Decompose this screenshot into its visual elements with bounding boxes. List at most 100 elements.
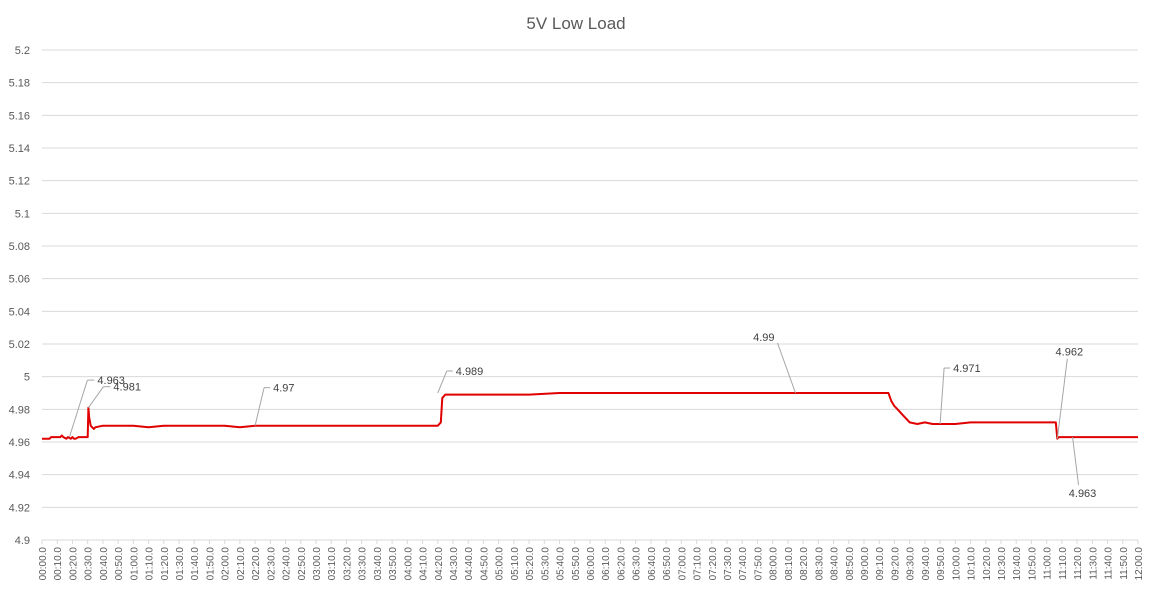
- y-tick-label: 4.98: [9, 404, 30, 416]
- y-tick-label: 4.92: [9, 502, 30, 514]
- y-tick-label: 5.18: [9, 78, 30, 90]
- y-axis-ticks: 4.9 4.92 4.94 4.96 4.98 5 5.02 5.04 5.06 5.08 5.1 5…: [9, 45, 30, 547]
- data-label: 4.99: [753, 332, 774, 344]
- x-tick-label: 09:40.0: [921, 547, 932, 581]
- x-tick-label: 07:20.0: [708, 547, 719, 581]
- data-label: 4.962: [1056, 347, 1084, 359]
- data-label: 4.981: [113, 382, 141, 394]
- x-tick-label: 09:30.0: [906, 547, 917, 581]
- x-tick-label: 05:00.0: [495, 547, 506, 581]
- x-tick-label: 10:40.0: [1012, 547, 1023, 581]
- y-tick-label: 5: [24, 372, 30, 384]
- series-line: [42, 392, 1138, 440]
- x-tick-label: 09:00.0: [860, 547, 871, 581]
- x-tick-label: 04:00.0: [403, 547, 414, 581]
- y-tick-label: 5.06: [9, 274, 30, 286]
- x-tick-label: 03:10.0: [327, 547, 338, 581]
- x-tick-label: 03:50.0: [388, 547, 399, 581]
- x-tick-label: 00:50.0: [114, 547, 125, 581]
- x-tick-label: 01:40.0: [190, 547, 201, 581]
- x-tick-label: 09:50.0: [936, 547, 947, 581]
- x-tick-label: 00:10.0: [53, 547, 64, 581]
- x-tick-label: 05:20.0: [525, 547, 536, 581]
- x-tick-label: 08:50.0: [845, 547, 856, 581]
- x-tick-label: 03:30.0: [358, 547, 369, 581]
- x-tick-label: 10:00.0: [951, 547, 962, 581]
- x-tick-label: 10:10.0: [967, 547, 978, 581]
- y-tick-label: 4.96: [9, 437, 30, 449]
- x-tick-label: 03:00.0: [312, 547, 323, 581]
- x-tick-label: 06:20.0: [616, 547, 627, 581]
- x-tick-label: 10:20.0: [982, 547, 993, 581]
- data-label-leader: [1072, 437, 1080, 486]
- x-tick-label: 06:40.0: [647, 547, 658, 581]
- chart-title: 5V Low Load: [526, 14, 625, 33]
- y-tick-label: 4.94: [9, 470, 30, 482]
- x-tick-label: 08:20.0: [799, 547, 810, 581]
- x-tick-label: 07:10.0: [693, 547, 704, 581]
- x-tick-label: 05:50.0: [571, 547, 582, 581]
- x-tick-label: 11:40.0: [1104, 547, 1115, 580]
- x-tick-label: 07:50.0: [753, 547, 764, 581]
- y-tick-label: 5.16: [9, 110, 30, 122]
- x-tick-label: 02:40.0: [282, 547, 293, 581]
- x-tick-label: 10:30.0: [997, 547, 1008, 581]
- x-tick-label: 01:10.0: [145, 547, 156, 581]
- x-tick-label: 05:10.0: [510, 547, 521, 581]
- x-tick-label: 00:20.0: [68, 547, 79, 581]
- x-tick-label: 02:50.0: [297, 547, 308, 581]
- data-label-leader: [437, 370, 448, 394]
- x-tick-label: 06:10.0: [601, 547, 612, 581]
- x-tick-label: 00:30.0: [84, 547, 95, 581]
- x-tick-label: 07:00.0: [677, 547, 688, 581]
- x-tick-label: 05:30.0: [540, 547, 551, 581]
- x-tick-label: 01:20.0: [160, 547, 171, 581]
- x-tick-label: 11:00.0: [1043, 547, 1054, 580]
- x-tick-label: 08:00.0: [769, 547, 780, 581]
- x-tick-label: 04:30.0: [449, 547, 460, 581]
- y-tick-label: 5.2: [15, 45, 30, 57]
- data-label-leader: [88, 386, 104, 408]
- x-tick-label: 01:50.0: [205, 547, 216, 581]
- x-tick-label: 04:50.0: [479, 547, 490, 581]
- data-label: 4.963: [97, 375, 125, 387]
- x-tick-label: 01:30.0: [175, 547, 186, 581]
- x-tick-label: 11:10.0: [1058, 547, 1069, 580]
- data-label-leader: [939, 367, 945, 425]
- data-label-leader: [254, 387, 265, 426]
- y-tick-label: 5.1: [15, 208, 30, 220]
- x-tick-label: 07:40.0: [738, 547, 749, 581]
- x-tick-label: 04:20.0: [434, 547, 445, 581]
- series-group: [42, 392, 1138, 440]
- x-tick-label: 04:40.0: [464, 547, 475, 581]
- x-tick-label: 02:30.0: [266, 547, 277, 581]
- x-tick-label: 12:00.0: [1134, 547, 1145, 581]
- x-tick-label: 03:40.0: [373, 547, 384, 581]
- data-label-leader: [1056, 358, 1068, 439]
- x-tick-label: 10:50.0: [1027, 547, 1038, 581]
- x-tick-label: 02:20.0: [251, 547, 262, 581]
- y-tick-label: 5.14: [9, 143, 30, 155]
- y-tick-label: 5.12: [9, 176, 30, 188]
- y-tick-label: 5.08: [9, 241, 30, 253]
- x-tick-label: 11:20.0: [1073, 547, 1084, 580]
- x-tick-label: 11:30.0: [1088, 547, 1099, 580]
- x-tick-label: 06:30.0: [632, 547, 643, 581]
- y-tick-label: 4.9: [15, 535, 30, 547]
- data-label: 4.97: [273, 383, 294, 395]
- x-tick-label: 08:10.0: [784, 547, 795, 581]
- x-axis-ticks: 00:00.0 00:10.0 00:20.0 00:30.0 00:40.0 00:50…: [38, 540, 1145, 580]
- x-tick-label: 02:10.0: [236, 547, 247, 581]
- data-label-leader: [777, 342, 796, 394]
- x-tick-label: 09:20.0: [890, 547, 901, 581]
- y-tick-label: 5.02: [9, 339, 30, 351]
- data-label-leader: [68, 379, 88, 438]
- x-tick-label: 07:30.0: [723, 547, 734, 581]
- x-tick-label: 03:20.0: [342, 547, 353, 581]
- x-tick-label: 08:30.0: [814, 547, 825, 581]
- x-tick-label: 00:00.0: [38, 547, 49, 581]
- x-tick-label: 11:50.0: [1119, 547, 1130, 580]
